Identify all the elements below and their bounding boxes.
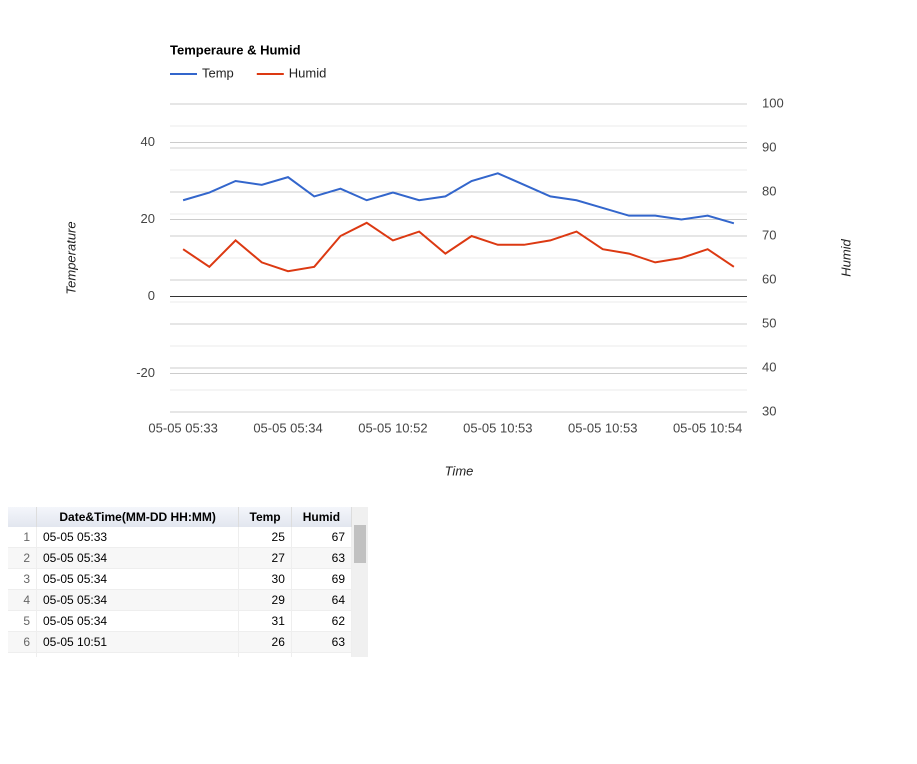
x-tick-label: 05-05 10:52	[358, 420, 427, 435]
series-line	[182, 172, 735, 225]
cell: 05-05 05:34	[36, 547, 240, 569]
corner	[8, 507, 37, 527]
row-number: 5	[8, 610, 37, 632]
cell: 25	[238, 527, 292, 548]
y2-tick-label: 60	[762, 271, 776, 286]
table-row: 4 05-05 05:34 29 64	[8, 589, 353, 611]
cell: 63	[291, 631, 353, 653]
chart: Temperaure & Humid Temperature Humid Tim…	[63, 42, 853, 478]
x-tick-label: 05-05 10:53	[463, 420, 532, 435]
table-row: 3 05-05 05:34 30 69	[8, 568, 353, 590]
x-tick-label: 05-05 10:54	[673, 420, 742, 435]
row-number: 2	[8, 547, 37, 569]
scrollbar[interactable]	[352, 507, 368, 657]
y2-tick-label: 50	[762, 315, 776, 330]
table-row: 1 05-05 05:33 25 67	[8, 527, 353, 548]
cell: 63	[291, 547, 353, 569]
cell: 05-05 05:34	[36, 610, 240, 632]
scroll-thumb[interactable]	[354, 525, 366, 563]
table-row: 2 05-05 05:34 27 63	[8, 547, 353, 569]
cell: 05-05 05:34	[36, 568, 240, 590]
legend-label: Humid	[289, 65, 327, 80]
cell: 64	[291, 589, 353, 611]
cell: 67	[291, 527, 353, 548]
row-number: 1	[8, 527, 37, 548]
x-tick-label: 05-05 05:34	[253, 420, 322, 435]
x-tick-label: 05-05 05:33	[148, 420, 217, 435]
y2-tick-label: 40	[762, 359, 776, 374]
cell: 05-05 10:51	[36, 631, 240, 653]
cell: 05-05 05:33	[36, 527, 240, 548]
data-table[interactable]: Date&Time(MM-DD HH:MM) Temp Humid 1 05-05 05…	[8, 507, 368, 657]
row-number: 7	[8, 652, 37, 657]
table: Date&Time(MM-DD HH:MM) Temp Humid 1 05-05 05…	[8, 507, 353, 657]
series-line	[182, 221, 735, 273]
y2-tick-label: 80	[762, 183, 776, 198]
cell: 29	[238, 589, 292, 611]
column-header: Temp	[238, 507, 292, 527]
y-tick-label: 20	[141, 211, 155, 226]
y-axis-title: Temperature	[63, 221, 78, 294]
table-row: 5 05-05 05:34 31 62	[8, 610, 353, 632]
row-number: 4	[8, 589, 37, 611]
cell: 05-05 10:52	[36, 652, 240, 657]
y-tick-label: 40	[141, 134, 155, 149]
table-row: 6 05-05 10:51 26 63	[8, 631, 353, 653]
cell: 28	[238, 652, 292, 657]
y2-tick-label: 100	[762, 95, 784, 110]
cell: 27	[238, 547, 292, 569]
legend-label: Temp	[202, 65, 234, 80]
y2-tick-label: 90	[762, 139, 776, 154]
x-tick-label: 05-05 10:53	[568, 420, 637, 435]
y-tick-label: 0	[148, 288, 155, 303]
row-number: 6	[8, 631, 37, 653]
cell: 26	[238, 631, 292, 653]
table-row: 705-05 10:522870	[8, 652, 353, 657]
cell: 70	[291, 652, 353, 657]
cell: 30	[238, 568, 292, 590]
x-axis-title: Time	[445, 463, 474, 478]
y-tick-label: -20	[136, 365, 155, 380]
cell: 69	[291, 568, 353, 590]
y2-tick-label: 30	[762, 403, 776, 418]
row-number: 3	[8, 568, 37, 590]
chart-title: Temperaure & Humid	[170, 42, 301, 57]
cell: 62	[291, 610, 353, 632]
cell: 31	[238, 610, 292, 632]
column-header: Humid	[291, 507, 353, 527]
y2-tick-label: 70	[762, 227, 776, 242]
cell: 05-05 05:34	[36, 589, 240, 611]
column-header: Date&Time(MM-DD HH:MM)	[36, 507, 240, 527]
y2-axis-title: Humid	[838, 238, 853, 276]
